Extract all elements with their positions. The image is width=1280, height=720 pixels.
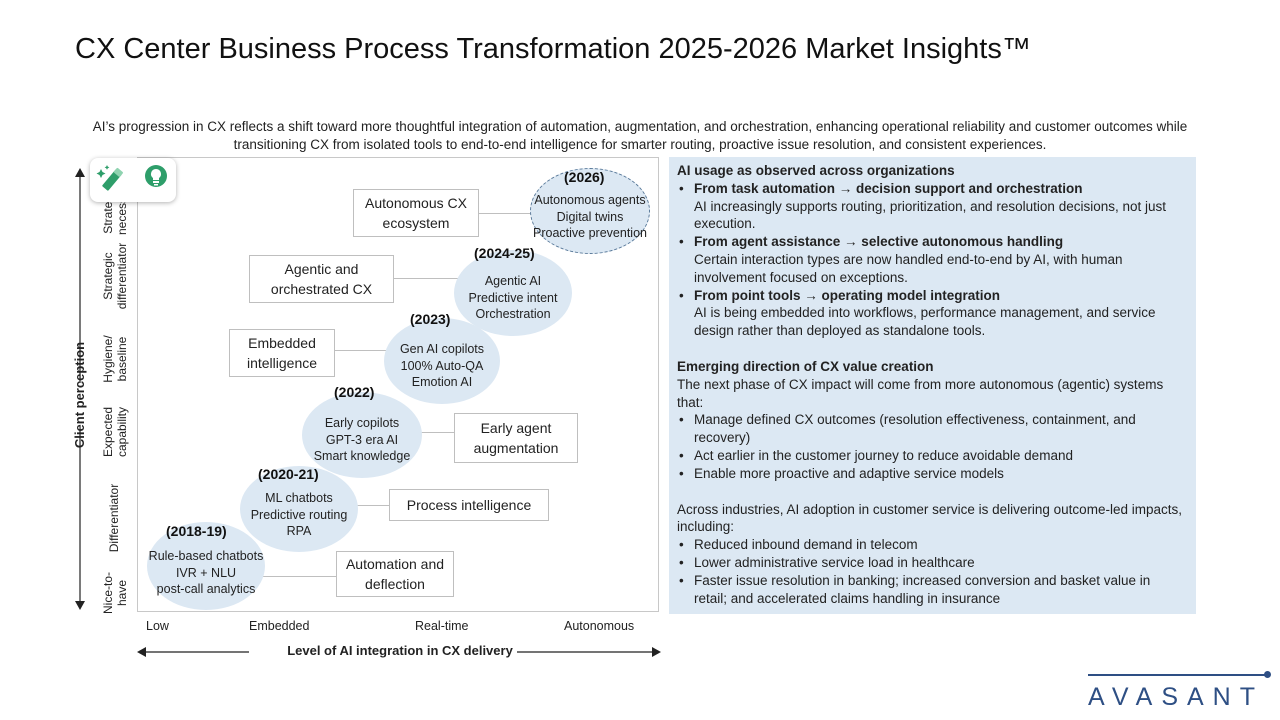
magic-edit-icon[interactable] xyxy=(96,163,130,198)
panel-heading-usage: AI usage as observed across organization… xyxy=(677,163,955,178)
page-title: CX Center Business Process Transformatio… xyxy=(75,33,1031,65)
stage-item: Smart knowledge xyxy=(313,449,411,464)
x-level-autonomous: Autonomous xyxy=(564,619,635,633)
shift-head: From point tools → operating model integ… xyxy=(694,287,1000,303)
direction-intro: The next phase of CX impact will come fr… xyxy=(677,376,1164,410)
stage-item: Digital twins xyxy=(556,209,624,224)
stage-bubble-2026: Autonomous agents Digital twins Proactiv… xyxy=(530,168,650,254)
page-subtitle: AI’s progression in CX reflects a shift … xyxy=(92,119,1188,152)
x-level-low: Low xyxy=(146,619,169,633)
list-item: Lower administrative service load in hea… xyxy=(677,554,1186,572)
direction-list: Manage defined CX outcomes (resolution e… xyxy=(677,411,1186,482)
impact-list: Reduced inbound demand in telecom Lower … xyxy=(677,536,1186,607)
y-axis-arrow xyxy=(75,168,85,610)
shift-item: From point tools → operating model integ… xyxy=(677,287,1186,340)
connector-2024-25 xyxy=(394,278,462,279)
connector-2023 xyxy=(335,350,395,351)
x-axis-arrow xyxy=(137,647,661,657)
stage-bubble-2024-25: Agentic AI Predictive intent Orchestrati… xyxy=(454,250,572,336)
shift-head: From task automation → decision support … xyxy=(694,180,1083,196)
stage-year-2022: (2022) xyxy=(334,384,375,400)
y-level-expected-capability: Expected capability xyxy=(101,406,129,458)
logo-dot xyxy=(1264,671,1271,678)
list-item: Enable more proactive and adaptive servi… xyxy=(677,465,1186,483)
shift-item: From agent assistance → selective autono… xyxy=(677,233,1186,286)
list-item: Manage defined CX outcomes (resolution e… xyxy=(677,411,1186,447)
stage-bubble-2023: Gen AI copilots 100% Auto-QA Emotion AI xyxy=(384,318,500,404)
connector-2022 xyxy=(420,432,454,433)
avasant-logo: AVASANT xyxy=(1088,683,1264,711)
x-level-embedded: Embedded xyxy=(249,619,310,633)
stage-year-2026: (2026) xyxy=(564,169,605,185)
stage-item: 100% Auto-QA xyxy=(400,358,484,373)
y-level-nice-to-have: Nice-to-have xyxy=(101,572,129,615)
shift-body: AI is being embedded into workflows, per… xyxy=(694,305,1156,339)
stage-bubble-2020-21: ML chatbots Predictive routing RPA xyxy=(240,466,358,552)
x-axis-title: Level of AI integration in CX delivery xyxy=(287,643,513,658)
stage-label-2024-25: Agentic and orchestrated CX xyxy=(249,255,394,303)
stage-item: Rule-based chatbots xyxy=(148,549,264,564)
stage-item: IVR + NLU xyxy=(175,565,237,580)
shift-item: From task automation → decision support … xyxy=(677,180,1186,233)
icon-toolbar xyxy=(90,158,176,202)
stage-item: Agentic AI xyxy=(484,274,542,289)
stage-item: Gen AI copilots xyxy=(399,342,485,357)
stage-bubble-2018-19: Rule-based chatbots IVR + NLU post-call … xyxy=(147,522,265,610)
y-level-differentiator: Differentiator xyxy=(107,483,121,553)
stage-item: Autonomous agents xyxy=(534,193,646,208)
y-level-hygiene-baseline: Hygiene/ baseline xyxy=(101,335,129,383)
shift-body: Certain interaction types are now handle… xyxy=(694,251,1123,285)
y-level-strategic-differentiator: Strategic differentiator xyxy=(101,242,129,310)
stage-label-2022: Early agent augmentation xyxy=(454,413,578,463)
stage-bubble-2022: Early copilots GPT-3 era AI Smart knowle… xyxy=(302,392,422,478)
stage-item: Predictive routing xyxy=(250,507,348,522)
connector-2018-19 xyxy=(262,576,336,577)
stage-year-2024-25: (2024-25) xyxy=(474,245,535,261)
shift-head: From agent assistance → selective autono… xyxy=(694,234,1064,250)
stage-item: Orchestration xyxy=(475,307,551,322)
connector-2026 xyxy=(478,213,540,214)
connector-2020-21 xyxy=(352,505,390,506)
insights-panel: AI usage as observed across organization… xyxy=(669,157,1196,614)
stage-year-2018-19: (2018-19) xyxy=(166,523,227,539)
x-level-real-time: Real-time xyxy=(415,619,469,633)
stage-item: Proactive prevention xyxy=(533,226,647,241)
list-item: Act earlier in the customer journey to r… xyxy=(677,447,1186,465)
stage-item: GPT-3 era AI xyxy=(325,432,399,447)
shift-list: From task automation → decision support … xyxy=(677,180,1186,340)
impact-intro: Across industries, AI adoption in custom… xyxy=(677,501,1182,535)
logo-rule xyxy=(1088,674,1268,676)
stage-year-2023: (2023) xyxy=(410,311,451,327)
stage-item: RPA xyxy=(286,524,312,539)
stage-item: Predictive intent xyxy=(468,290,558,305)
shift-body: AI increasingly supports routing, priori… xyxy=(694,198,1166,232)
list-item: Faster issue resolution in banking; incr… xyxy=(677,572,1186,608)
stage-label-2020-21: Process intelligence xyxy=(389,489,549,521)
stage-item: Emotion AI xyxy=(411,375,473,390)
stage-label-2026: Autonomous CX ecosystem xyxy=(353,189,479,237)
lightbulb-icon[interactable] xyxy=(142,163,170,198)
stage-label-2018-19: Automation and deflection xyxy=(336,551,454,597)
panel-heading-direction: Emerging direction of CX value creation xyxy=(677,358,934,374)
y-axis-title: Client perception xyxy=(72,341,87,449)
stage-label-2023: Embedded intelligence xyxy=(229,329,335,377)
stage-item: Early copilots xyxy=(324,416,400,431)
stage-item: ML chatbots xyxy=(265,491,333,506)
stage-year-2020-21: (2020-21) xyxy=(258,466,319,482)
list-item: Reduced inbound demand in telecom xyxy=(677,536,1186,554)
stage-item: post-call analytics xyxy=(156,582,256,597)
